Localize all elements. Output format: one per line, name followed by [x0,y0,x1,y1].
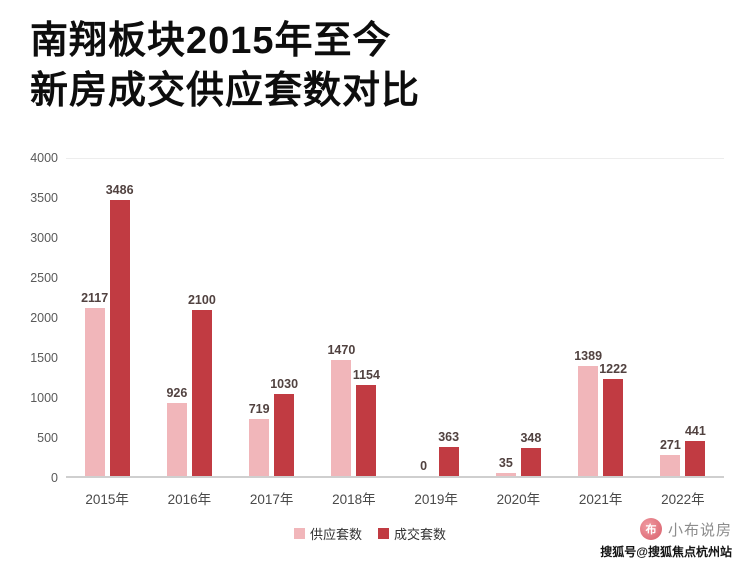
bar [660,454,681,476]
legend-item-deal: 成交套数 [378,524,446,543]
watermark-brand: 小布说房 [667,521,732,539]
bar-value-label: 1030 [270,377,299,392]
y-tick-label: 3500 [30,191,58,205]
bar-slot: 0 [414,159,434,476]
bar-slot: 2117 [81,159,108,476]
chart-legend: 供应套数 成交套数 [0,524,740,543]
bar-slot: 35 [495,159,516,476]
y-axis: 0 500 1000 1500 2000 2500 3000 3500 4000 [20,151,58,485]
watermark-credit: 搜狐号@搜狐焦点杭州站 [600,545,732,559]
bar-group: 271 441 [642,159,724,476]
watermark: 布 小布说房 搜狐号@搜狐焦点杭州站 [600,518,732,560]
bar [249,419,270,476]
y-tick-label: 4000 [30,151,58,165]
bar-value-label: 3486 [105,182,134,197]
x-axis-label: 2019年 [414,492,458,507]
bar-slot: 926 [166,159,188,476]
bar-slot: 348 [520,159,542,476]
bar [109,199,130,476]
bar-slot: 1389 [574,159,602,476]
title-line-1: 南翔板块2015年至今 [30,20,392,62]
bar-value-label: 2100 [187,292,216,307]
bar-value-label: 348 [520,431,542,446]
bar-chart: 0 500 1000 1500 2000 2500 3000 3500 4000 2117 348… [20,150,726,507]
bar-value-label: 2117 [81,291,109,306]
bar [603,379,624,476]
legend-item-supply: 供应套数 [293,524,362,543]
bar-slot: 3486 [106,159,134,476]
bar-slot: 441 [684,159,706,476]
bar-group: 1470 1154 [313,159,395,476]
bar-value-label: 441 [684,424,706,439]
y-tick-label: 2500 [30,271,58,285]
legend-label-deal: 成交套数 [394,527,447,542]
y-tick-label: 2000 [30,311,58,325]
bar-value-label: 0 [420,459,428,473]
bar-value-label: 1154 [352,367,380,382]
bar [191,309,212,476]
bar-group: 719 1030 [231,159,313,476]
y-tick-label: 3000 [30,231,58,245]
bar-slot: 2100 [188,159,216,476]
title-line-2: 新房成交供应套数对比 [30,70,421,113]
bar-value-label: 1222 [599,362,628,377]
bar [520,448,541,476]
bar-slot: 1222 [599,159,627,476]
bar [84,308,105,476]
bar-value-label: 719 [248,402,270,417]
bar [578,365,599,476]
deal-swatch-icon [378,528,389,539]
bar [274,394,295,476]
page-title: 南翔板块2015年至今 新房成交供应套数对比 [30,16,420,116]
bar-value-label: 1389 [574,348,603,363]
bar-group: 35 348 [477,159,559,476]
plot-area: 2117 3486 926 2100 719 1030 1470 1154 0 363 35 348 1… [66,158,724,478]
bar-slot: 271 [659,159,681,476]
bar-group: 1389 1222 [560,159,642,476]
bar-slot: 1030 [270,159,298,476]
bar [356,384,377,476]
bar-group: 2117 3486 [66,159,148,476]
bar [166,402,187,476]
bar-value-label: 926 [166,385,188,400]
x-axis-label: 2018年 [332,492,376,507]
bar-value-label: 363 [438,430,460,445]
bar-slot: 363 [438,159,460,476]
xiaobu-logo-icon: 布 [639,518,662,540]
x-axis-labels: 2015年 2016年 2017年 2018年 2019年 2020年 2021年 2022年 [66,480,724,507]
bar [331,359,352,476]
bar-group: 0 363 [395,159,477,476]
bar-slot: 1154 [353,159,380,476]
bar-value-label: 35 [498,456,513,471]
bar-slot: 719 [248,159,270,476]
x-axis-label: 2020年 [496,492,541,507]
bar-value-label: 1470 [327,342,356,357]
y-tick-label: 0 [51,471,58,485]
x-axis-label: 2016年 [167,492,212,507]
bar [495,473,516,476]
y-tick-label: 500 [37,431,58,445]
x-axis-label: 2021年 [578,492,623,507]
x-axis-label: 2017年 [249,492,294,507]
bar-value-label: 271 [659,437,681,452]
bar-group: 926 2100 [148,159,230,476]
bar-slot: 1470 [327,159,355,476]
bar [685,441,706,476]
supply-swatch-icon [293,528,305,539]
x-axis-label: 2015年 [85,492,129,507]
y-tick-label: 1500 [30,351,58,365]
x-axis-label: 2022年 [661,492,705,507]
y-tick-label: 1000 [30,391,58,405]
legend-label-supply: 供应套数 [309,527,362,542]
bar [438,447,459,476]
